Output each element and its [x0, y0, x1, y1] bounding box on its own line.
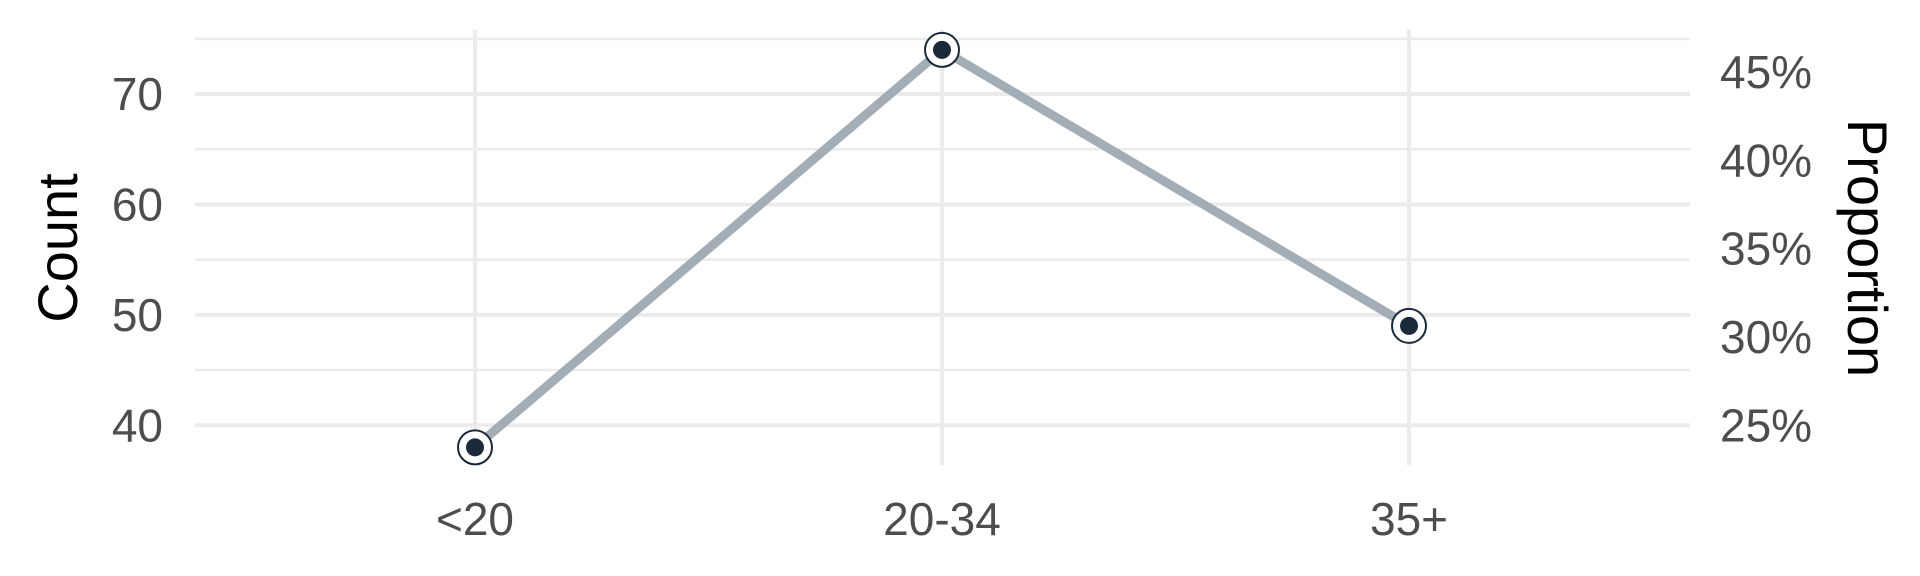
- y-tick-label-left: 60: [112, 178, 163, 230]
- y-axis-title-left: Count: [26, 173, 89, 323]
- data-point: [457, 429, 493, 466]
- y-tick-label-right: 35%: [1720, 223, 1812, 275]
- x-tick-label: 20-34: [883, 493, 1001, 545]
- tick-label-layer: 40 50 60 70 25% 30% 35% 40% 45% <20 20-34 35+: [112, 46, 1812, 545]
- data-point-dot: [933, 40, 951, 59]
- y-tick-label-left: 40: [112, 399, 163, 451]
- data-point: [1391, 307, 1427, 344]
- data-point-dot: [1400, 316, 1418, 335]
- y-tick-label-left: 70: [112, 68, 163, 120]
- grid-layer: [195, 30, 1690, 465]
- y-tick-label-right: 45%: [1720, 46, 1812, 98]
- y-axis-title-right: Proportion: [1836, 119, 1899, 377]
- data-point-layer: [457, 31, 1427, 466]
- y-tick-label-left: 50: [112, 289, 163, 341]
- x-tick-label: 35+: [1370, 493, 1448, 545]
- y-tick-label-right: 30%: [1720, 311, 1812, 363]
- data-point: [924, 31, 960, 68]
- x-tick-label: <20: [436, 493, 514, 545]
- y-tick-label-right: 40%: [1720, 134, 1812, 186]
- data-point-dot: [466, 438, 484, 457]
- y-tick-label-right: 25%: [1720, 399, 1812, 451]
